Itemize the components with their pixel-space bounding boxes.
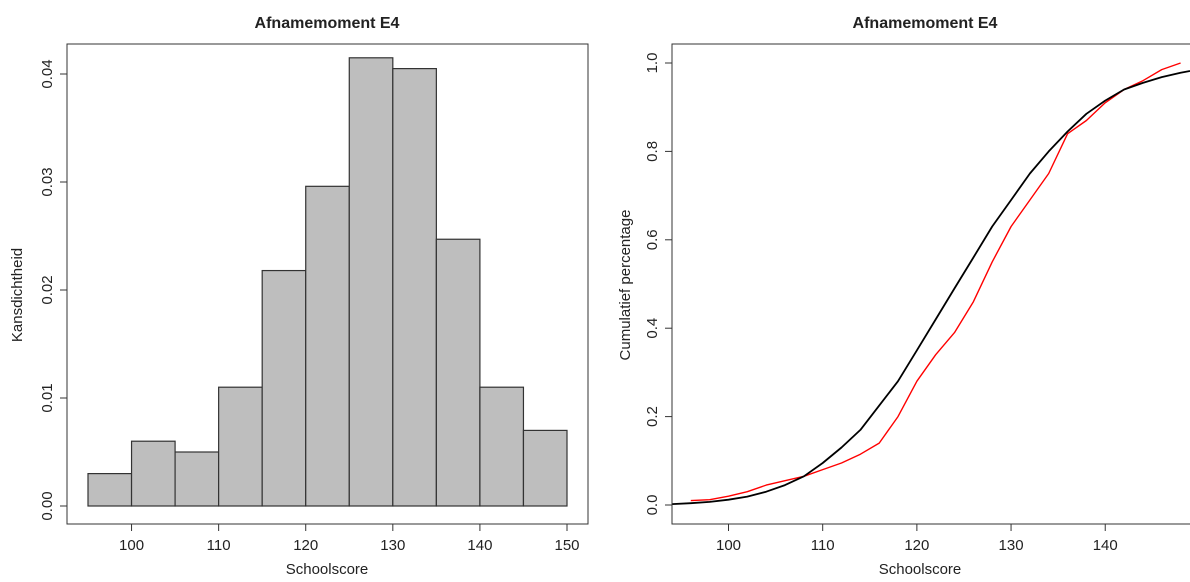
histogram-x-tick-label: 140 <box>467 537 492 554</box>
histogram-bar <box>348 57 394 507</box>
histogram-bar <box>305 185 350 507</box>
histogram-bar <box>261 269 307 507</box>
histogram-bar <box>130 440 176 507</box>
cumulative-y-tick-label: 0.4 <box>644 318 661 339</box>
cumulative-x-tick-label: 120 <box>904 537 929 554</box>
histogram-x-axis: 100 110 120 130 140 150 <box>119 523 580 554</box>
histogram-bar <box>435 238 481 507</box>
histogram-chart: Afnamemoment E4 100 110 120 130 140 150 0.000… <box>9 15 589 578</box>
histogram-x-tick-label: 130 <box>380 537 405 554</box>
histogram-title: Afnamemoment E4 <box>255 15 400 32</box>
cumulative-y-tick-label: 1.0 <box>644 53 661 74</box>
cumulative-title: Afnamemoment E4 <box>853 15 998 32</box>
histogram-y-tick-label: 0.02 <box>39 275 56 304</box>
histogram-y-tick-label: 0.01 <box>39 383 56 412</box>
histogram-x-tick-label: 120 <box>293 537 318 554</box>
histogram-y-tick-label: 0.03 <box>39 167 56 196</box>
histogram-x-tick-label: 100 <box>119 537 144 554</box>
cumulative-lines <box>671 62 1190 505</box>
histogram-y-label: Kansdichtheid <box>9 248 26 342</box>
cumulative-y-tick-label: 0.6 <box>644 229 661 250</box>
cumulative-y-label: Cumulatief percentage <box>617 210 634 361</box>
cumulative-plot-frame <box>671 43 1190 525</box>
cumulative-chart: Afnamemoment E4 100 110 120 130 140 0.00.20.… <box>617 15 1190 578</box>
cumulative-y-tick-label: 0.8 <box>644 141 661 162</box>
normal-cdf-line <box>671 70 1190 505</box>
cumulative-x-label: Schoolscore <box>879 561 962 578</box>
histogram-y-tick-label: 0.00 <box>39 491 56 520</box>
cumulative-y-tick-label: 0.2 <box>644 406 661 427</box>
histogram-bar <box>174 451 220 507</box>
histogram-bars <box>87 57 568 507</box>
cumulative-x-tick-label: 140 <box>1093 537 1118 554</box>
histogram-x-tick-label: 110 <box>207 537 231 554</box>
histogram-bar <box>87 473 133 507</box>
cumulative-x-axis: 100 110 120 130 140 <box>716 523 1118 554</box>
cumulative-y-axis: 0.0 0.2 0.4 0.6 0.8 1.0 <box>644 53 673 516</box>
cumulative-x-tick-label: 130 <box>999 537 1024 554</box>
histogram-x-tick-label: 150 <box>554 537 579 554</box>
histogram-bar <box>392 67 437 507</box>
cumulative-x-tick-label: 110 <box>811 537 835 554</box>
histogram-x-label: Schoolscore <box>286 561 369 578</box>
histogram-bar <box>479 386 525 507</box>
histogram-y-axis: 0.00 0.01 0.02 0.03 0.04 <box>39 59 68 521</box>
histogram-y-tick-label: 0.04 <box>39 59 56 88</box>
histogram-bar <box>218 386 263 507</box>
histogram-bar <box>522 429 568 507</box>
empirical-cdf-line <box>690 62 1181 502</box>
cumulative-x-tick-label: 100 <box>716 537 741 554</box>
cumulative-y-tick-label: 0.0 <box>644 495 661 516</box>
